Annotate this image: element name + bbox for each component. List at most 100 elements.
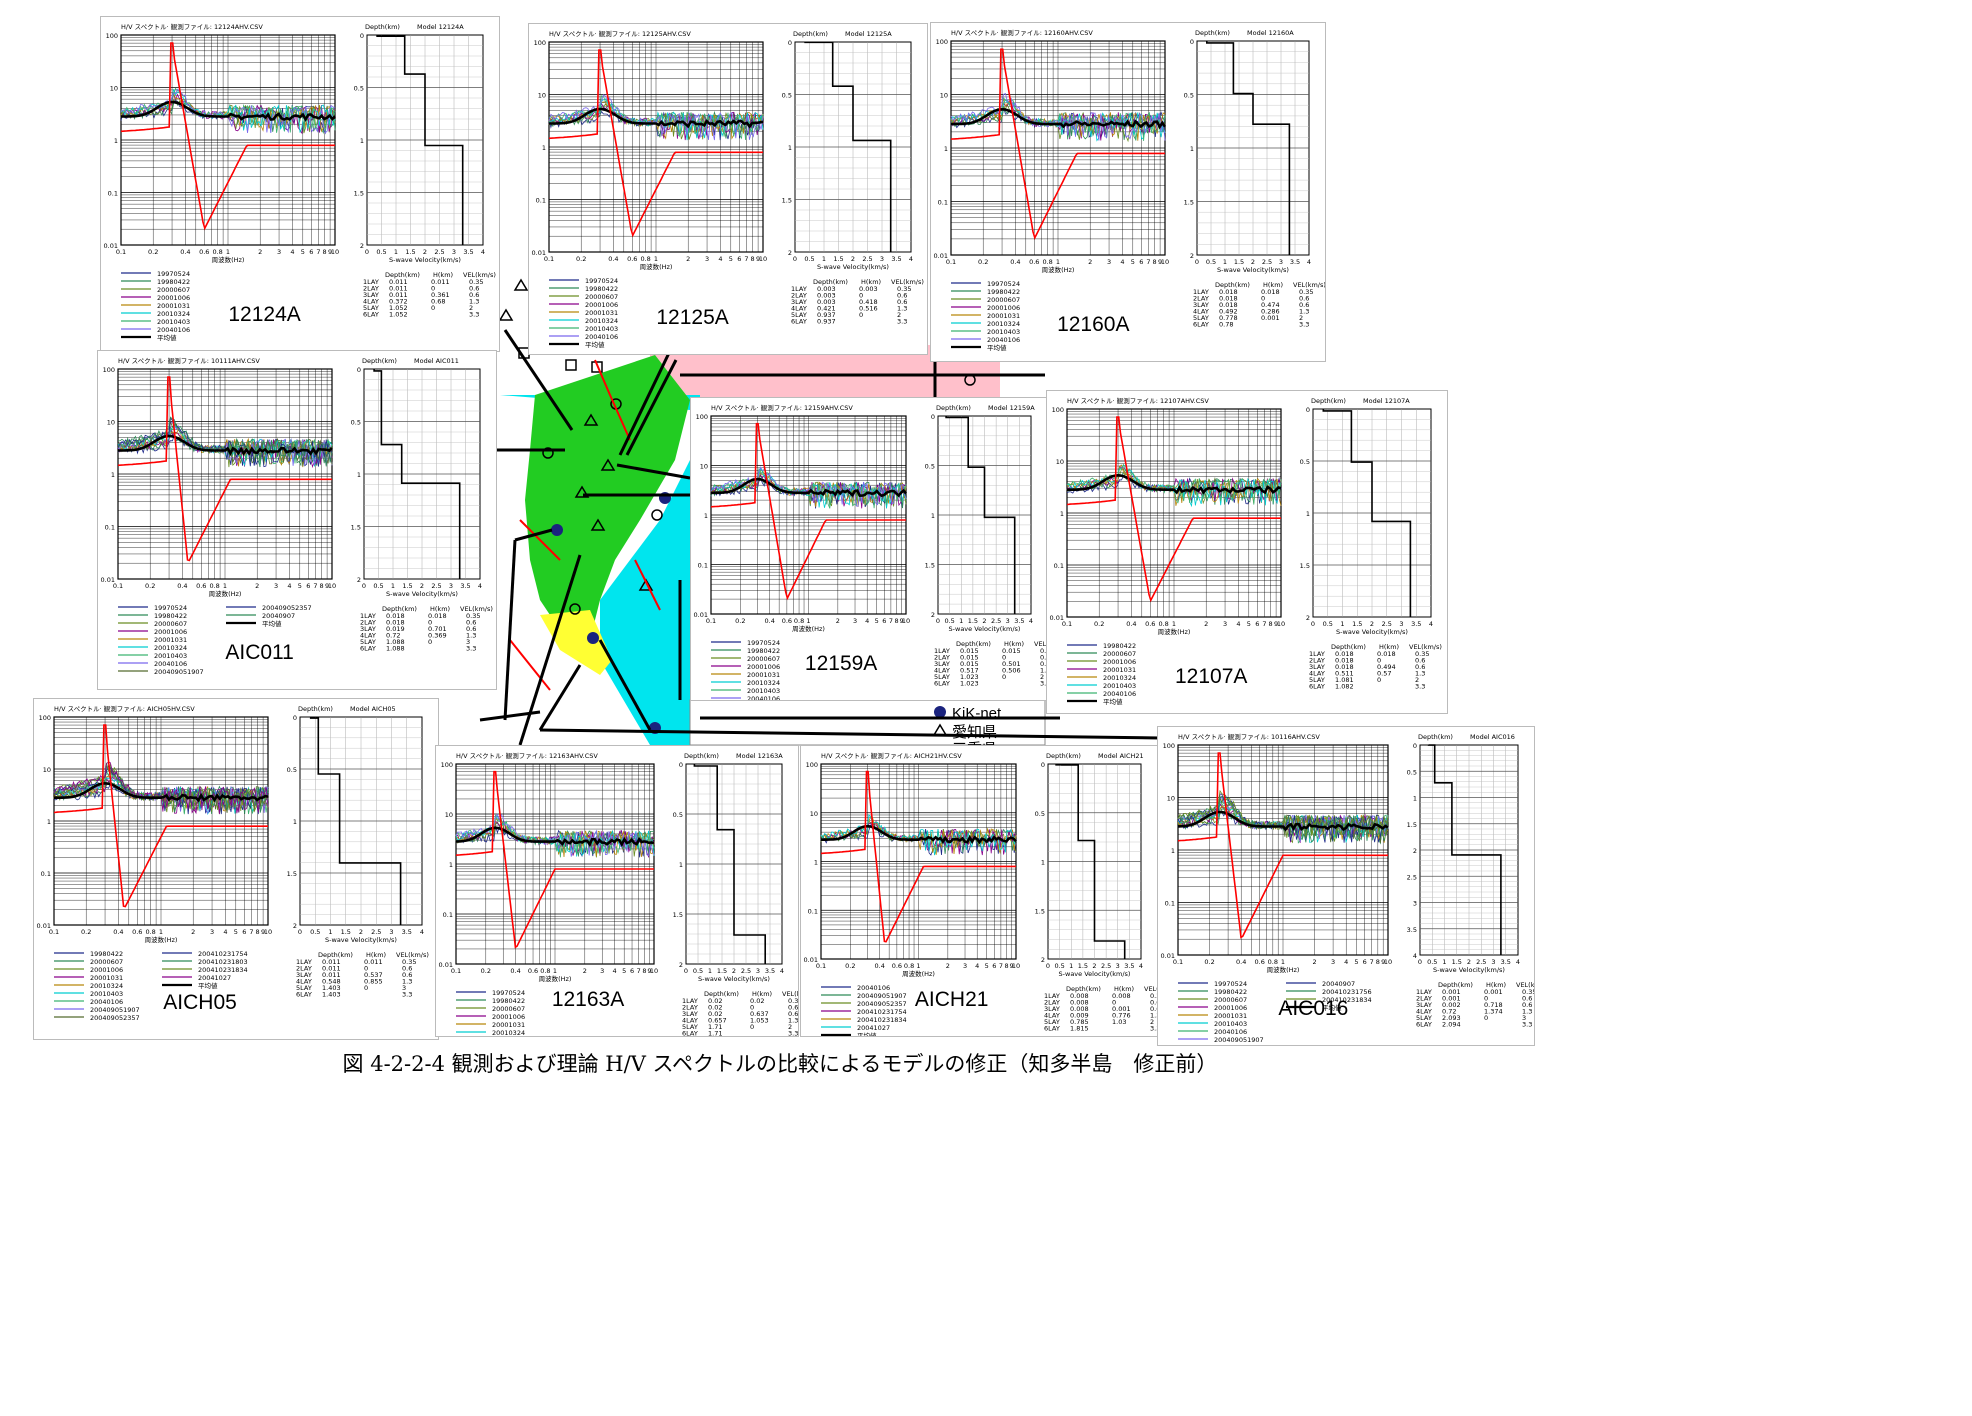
legend-entry: 20001006: [1103, 658, 1136, 666]
model-label: Model AICH05: [350, 705, 396, 713]
panel-svg: H/V スペクトル· 観測ファイル: 12125AHV.CSV1001010.1…: [532, 29, 924, 349]
layer-name: 6LAY: [791, 318, 807, 326]
hv-series-average: [118, 434, 333, 456]
hv-tick-x: 8: [1153, 258, 1157, 266]
vel-tick-x: 1: [328, 928, 332, 936]
hv-series-average: [549, 107, 764, 129]
vel-tick-x: 1.5: [717, 967, 727, 975]
table-header-h: H(km): [433, 271, 453, 279]
hv-tick-x: 10: [331, 248, 339, 256]
layer-name: 3LAY: [682, 1010, 698, 1018]
hv-tick-x: 5: [985, 962, 989, 970]
station-panel-12159a: H/V スペクトル· 観測ファイル: 12159AHV.CSV 100 10 1 0.1…: [690, 397, 1048, 701]
hv-xlabel: 周波数(Hz): [1158, 627, 1191, 636]
hv-tick-x: 8: [894, 617, 898, 625]
hv-tick-y: 10: [1167, 795, 1175, 803]
file-title: H/V スペクトル· 観測ファイル: 10116AHV.CSV: [1178, 732, 1320, 741]
station-label: 12107A: [1175, 665, 1248, 688]
hv-tick-x: 2: [1313, 958, 1317, 966]
station-label: 12160A: [1057, 313, 1130, 336]
legend-entry: 20040106: [1103, 690, 1136, 698]
hv-tick-y: 100: [1052, 406, 1064, 414]
model-label: Model 12125A: [845, 30, 892, 38]
file-title: H/V スペクトル· 観測ファイル: 12159AHV.CSV: [711, 403, 853, 412]
model-label: Model AIC016: [1470, 733, 1515, 741]
legend-entry: 20041027: [198, 974, 231, 982]
layer-depth: 0.657: [708, 1017, 727, 1025]
legend-entry: 平均値: [857, 1031, 877, 1036]
layer-depth: 0.372: [389, 298, 408, 306]
legend-entry: 20040106: [585, 333, 618, 341]
hv-tick-x: 4: [290, 248, 294, 256]
layer-vel: 0.6: [897, 292, 907, 300]
vel-tick-x: 0: [298, 928, 302, 936]
legend-entry: 20010403: [747, 687, 780, 695]
table-header-h: H(km): [1263, 281, 1283, 289]
layer-vel: 0.35: [1415, 650, 1429, 658]
layer-depth: 0.421: [817, 305, 836, 313]
layer-h: 0: [428, 619, 432, 627]
layer-depth: 1.082: [1335, 683, 1354, 691]
hv-tick-x: 1: [159, 928, 163, 936]
hv-tick-y: 0.1: [808, 907, 818, 915]
vel-tick-x: 0.5: [944, 617, 954, 625]
layer-vel: 0.6: [1150, 1005, 1157, 1013]
layer-name: 5LAY: [360, 638, 376, 646]
hv-series-theory: [1066, 416, 1281, 603]
layer-h: 0: [1484, 995, 1488, 1003]
hv-tick-y: 0.1: [1054, 562, 1064, 570]
layer-vel: 1.3: [1415, 670, 1425, 678]
station-panel-aich05: H/V スペクトル· 観測ファイル: AICH05HV.CSV 100 10 1 0.1…: [33, 698, 439, 1040]
hv-tick-y: 0.1: [443, 911, 453, 919]
hv-tick-x: 9: [1009, 962, 1013, 970]
legend-entry: 20001031: [492, 1021, 525, 1029]
layer-name: 3LAY: [1416, 1001, 1432, 1009]
layer-h: 0.701: [428, 625, 447, 633]
hv-tick-x: 7: [313, 582, 317, 590]
vel-tick-y: 2: [357, 576, 361, 584]
vel-tick-y: 0.5: [1035, 810, 1045, 818]
table-header-h: H(km): [1004, 640, 1024, 648]
layer-name: 4LAY: [791, 305, 807, 313]
layer-h: 0.361: [431, 291, 450, 299]
layer-h: 0: [1002, 673, 1006, 681]
hv-tick-x: 0.6: [1255, 958, 1265, 966]
hv-tick-y: 1: [814, 859, 818, 867]
vel-tick-x: 1.5: [402, 582, 412, 590]
layer-vel: 1.3: [1040, 667, 1047, 675]
vel-tick-x: 1: [391, 582, 395, 590]
hv-tick-x: 0.1: [1173, 958, 1183, 966]
layer-name: 2LAY: [1309, 657, 1325, 665]
vel-tick-x: 4: [909, 255, 913, 263]
layer-name: 6LAY: [934, 680, 950, 688]
vel-tick-x: 2.5: [371, 928, 381, 936]
station-label: AIC011: [225, 641, 294, 664]
hv-tick-x: 0.8: [1042, 258, 1052, 266]
layer-vel: 3.3: [1299, 321, 1309, 329]
vel-tick-x: 3: [1006, 617, 1010, 625]
hv-tick-x: 1: [223, 582, 227, 590]
hv-tick-x: 0.2: [145, 582, 155, 590]
layer-name: 1LAY: [791, 285, 807, 293]
vel-xlabel: S-wave Velocity(km/s): [1336, 628, 1408, 636]
hv-tick-x: 0.1: [451, 967, 461, 975]
hv-xlabel: 周波数(Hz): [792, 624, 825, 633]
vel-tick-y: 2: [1306, 614, 1310, 622]
legend-entry: 20000607: [1103, 650, 1136, 658]
vel-xlabel: S-wave Velocity(km/s): [817, 263, 889, 271]
depth-label: Depth(km): [1046, 752, 1081, 760]
legend-entry: 20000607: [492, 1005, 525, 1013]
layer-depth: 0.015: [960, 654, 979, 662]
layer-name: 1LAY: [363, 278, 379, 286]
hv-tick-x: 10: [759, 255, 767, 263]
vel-tick-x: 4: [1516, 958, 1520, 966]
layer-h: 0.501: [1002, 660, 1021, 668]
vel-tick-x: 4: [1029, 617, 1033, 625]
file-title: H/V スペクトル· 観測ファイル: 12163AHV.CSV: [456, 751, 598, 760]
hv-tick-x: 9: [756, 255, 760, 263]
layer-vel: 3.3: [402, 991, 412, 999]
hv-tick-x: 10: [264, 928, 272, 936]
layer-name: 5LAY: [1044, 1018, 1060, 1026]
hv-tick-x: 10: [1384, 958, 1392, 966]
layer-vel: 0.6: [402, 965, 412, 973]
